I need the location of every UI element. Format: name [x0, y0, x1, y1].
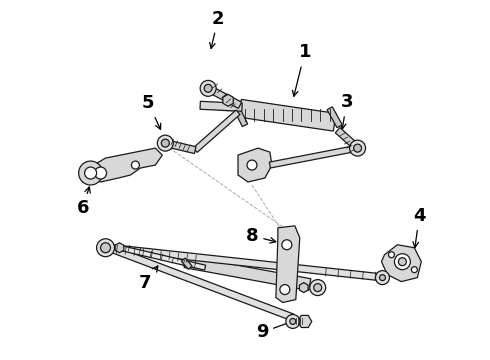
Polygon shape: [115, 243, 124, 253]
Circle shape: [379, 275, 386, 280]
Circle shape: [286, 315, 300, 328]
Polygon shape: [89, 148, 162, 182]
Circle shape: [157, 135, 173, 151]
Polygon shape: [239, 99, 336, 131]
Circle shape: [398, 258, 406, 266]
Polygon shape: [105, 243, 108, 252]
Polygon shape: [382, 245, 421, 282]
Circle shape: [412, 267, 417, 273]
Polygon shape: [200, 101, 242, 111]
Circle shape: [394, 254, 410, 270]
Circle shape: [78, 161, 102, 185]
Polygon shape: [181, 258, 192, 269]
Text: 8: 8: [245, 227, 276, 245]
Polygon shape: [327, 107, 342, 128]
Text: 6: 6: [76, 187, 90, 217]
Circle shape: [280, 285, 290, 294]
Text: 9: 9: [256, 320, 294, 341]
Circle shape: [97, 239, 115, 257]
Circle shape: [95, 167, 106, 179]
Circle shape: [100, 243, 111, 253]
Polygon shape: [335, 127, 360, 151]
Text: 5: 5: [142, 94, 161, 129]
Circle shape: [204, 84, 212, 92]
Text: 1: 1: [293, 44, 311, 96]
Text: 4: 4: [413, 207, 426, 248]
Polygon shape: [276, 226, 300, 302]
Text: 3: 3: [341, 93, 353, 129]
Circle shape: [131, 161, 140, 169]
Polygon shape: [299, 283, 308, 293]
Polygon shape: [223, 94, 233, 106]
Polygon shape: [298, 315, 312, 328]
Polygon shape: [270, 145, 358, 168]
Circle shape: [282, 240, 292, 250]
Polygon shape: [293, 319, 305, 324]
Circle shape: [375, 271, 390, 285]
Circle shape: [200, 80, 216, 96]
Polygon shape: [165, 140, 196, 153]
Polygon shape: [238, 148, 272, 182]
Circle shape: [247, 160, 257, 170]
Circle shape: [290, 319, 296, 324]
Text: 2: 2: [210, 10, 224, 49]
Polygon shape: [193, 110, 240, 152]
Circle shape: [349, 140, 366, 156]
Polygon shape: [184, 256, 311, 291]
Circle shape: [85, 167, 97, 179]
Circle shape: [389, 252, 394, 258]
Polygon shape: [206, 85, 242, 108]
Circle shape: [161, 139, 169, 147]
Circle shape: [354, 144, 362, 152]
Circle shape: [310, 280, 326, 296]
Polygon shape: [119, 245, 206, 270]
Polygon shape: [108, 244, 385, 281]
Circle shape: [314, 284, 322, 292]
Text: 7: 7: [139, 266, 158, 292]
Polygon shape: [232, 104, 247, 127]
Polygon shape: [107, 244, 294, 321]
